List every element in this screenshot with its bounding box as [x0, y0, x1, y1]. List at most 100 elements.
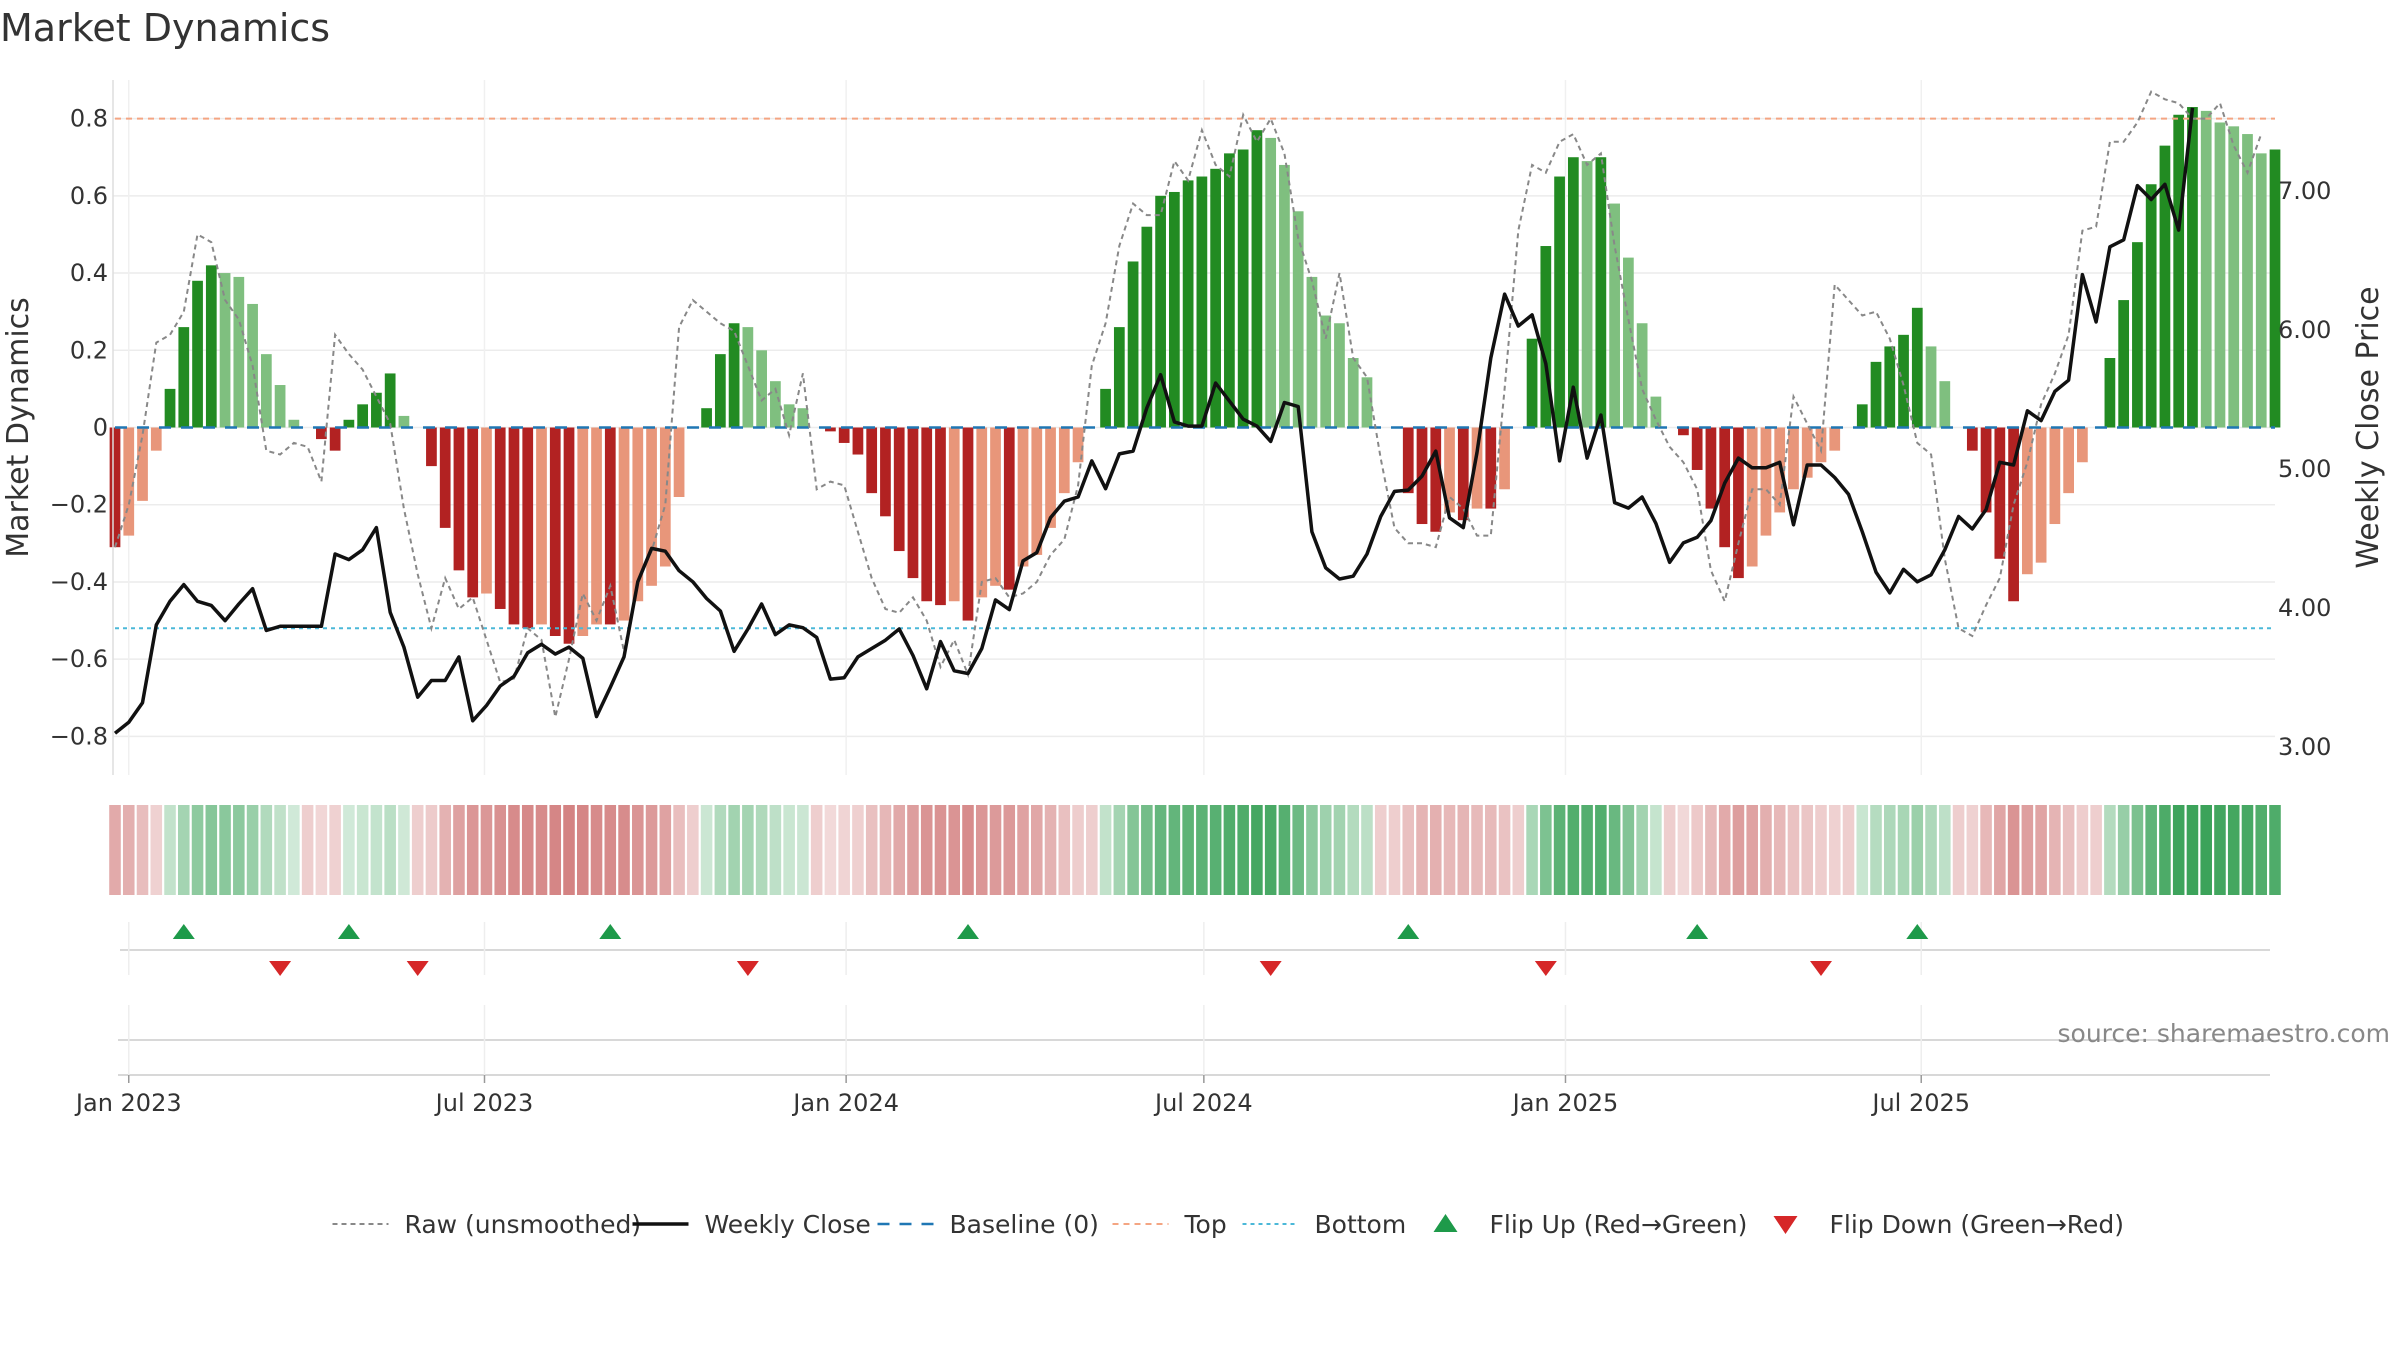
dynamics-bar	[2173, 114, 2185, 428]
regime-cell	[2090, 805, 2102, 895]
flip-up-marker	[172, 924, 195, 939]
regime-cell	[1650, 805, 1662, 895]
dynamics-bar	[371, 392, 382, 428]
flip-up-marker	[337, 924, 360, 939]
regime-cell	[2241, 805, 2254, 895]
regime-cell	[219, 805, 231, 895]
dynamics-bar	[288, 419, 300, 428]
regime-cell	[1773, 805, 1786, 895]
regime-cell	[934, 805, 947, 895]
regime-cell	[563, 805, 575, 895]
regime-cell	[1691, 805, 1703, 895]
dynamics-bar	[825, 427, 836, 432]
regime-cell	[1856, 805, 1869, 895]
regime-cell	[948, 805, 961, 895]
regime-cell	[1485, 805, 1497, 895]
regime-cell	[632, 805, 644, 895]
dynamics-bar	[1457, 427, 1469, 521]
dynamics-bar	[2104, 358, 2116, 428]
dynamics-bar	[1251, 130, 1263, 428]
regime-cell	[2021, 805, 2034, 895]
regime-cell	[838, 805, 850, 895]
regime-cell	[2104, 805, 2116, 895]
dynamics-bar	[1567, 157, 1579, 428]
dynamics-bar	[1444, 427, 1455, 513]
dynamics-bar	[1347, 358, 1359, 428]
regime-cell	[1099, 805, 1112, 895]
legend-label: Top	[1184, 1210, 1227, 1239]
regime-cell	[384, 805, 396, 895]
flip-down-marker	[1534, 961, 1557, 976]
chart-title: Market Dynamics	[0, 6, 331, 50]
regime-cell	[1017, 805, 1029, 895]
dynamics-bar	[398, 415, 410, 428]
regime-cell	[1828, 805, 1841, 895]
regime-cell	[1966, 805, 1979, 895]
regime-cell	[755, 805, 768, 895]
dynamics-bar	[2035, 427, 2047, 563]
y-tick-label-right: 6.00	[2278, 316, 2331, 344]
legend-item-flip-down: Flip Down (Green→Red)	[1773, 1210, 2125, 1239]
regime-strip	[109, 805, 2281, 895]
y-axis-title-right: Weekly Close Price	[2351, 286, 2386, 568]
dynamics-bar	[976, 427, 988, 598]
legend-label: Bottom	[1315, 1210, 1407, 1239]
dynamics-bar	[797, 408, 809, 428]
dynamics-bar	[549, 427, 561, 636]
y-tick-label-right: 4.00	[2278, 594, 2331, 622]
regime-cell	[1815, 805, 1827, 895]
dynamics-bar	[1485, 427, 1497, 509]
dynamics-bar	[508, 427, 520, 625]
dynamics-bar	[852, 427, 864, 455]
dynamics-bar	[1980, 427, 1992, 513]
regime-cell	[521, 805, 534, 895]
dynamics-bar	[604, 427, 616, 625]
regime-cell	[1883, 805, 1896, 895]
dynamics-bar	[522, 427, 534, 629]
regime-cell	[1278, 805, 1291, 895]
dynamics-bar	[1595, 157, 1607, 428]
regime-cell	[1787, 805, 1800, 895]
dynamics-bar	[1196, 176, 1208, 428]
dynamics-bar	[1815, 427, 1827, 463]
y-tick-label-right: 5.00	[2278, 455, 2331, 483]
dynamics-bar	[742, 327, 754, 428]
y-tick-label-left: −0.6	[50, 645, 108, 673]
dynamics-bar	[439, 427, 451, 528]
dynamics-bar	[1760, 427, 1772, 536]
legend-item-flip-up: Flip Up (Red→Green)	[1433, 1210, 1747, 1239]
regime-cell	[411, 805, 424, 895]
regime-cell	[673, 805, 685, 895]
dynamics-bar	[274, 385, 286, 428]
dynamics-bar	[1636, 323, 1648, 428]
regime-cell	[508, 805, 520, 895]
dynamics-bar	[467, 427, 479, 598]
legend-label: Flip Down (Green→Red)	[1830, 1210, 2125, 1239]
regime-cell	[1072, 805, 1084, 895]
regime-cell	[191, 805, 204, 895]
dynamics-bar	[2255, 153, 2267, 428]
dynamics-bar	[453, 427, 465, 571]
dynamics-bar	[1210, 168, 1222, 428]
date-tick-label: Jan 2025	[1511, 1089, 1619, 1117]
dynamics-bar	[783, 404, 795, 428]
dynamics-bar	[1237, 149, 1249, 428]
regime-cell	[687, 805, 699, 895]
regime-cell	[2117, 805, 2130, 895]
regime-cell	[246, 805, 259, 895]
regime-cell	[1361, 805, 1373, 895]
dynamics-bar	[1911, 307, 1923, 428]
dynamics-bar	[577, 427, 589, 636]
date-tick-label: Jan 2024	[791, 1089, 899, 1117]
regime-cell	[1581, 805, 1593, 895]
dynamics-bar	[481, 427, 492, 594]
regime-cell	[1306, 805, 1318, 895]
regime-cell	[1622, 805, 1635, 895]
dynamics-bar	[494, 427, 506, 609]
regime-cell	[329, 805, 341, 895]
regime-cell	[989, 805, 1002, 895]
dynamics-bar	[1430, 427, 1442, 532]
regime-cell	[1939, 805, 1951, 895]
legend-item-baseline: Baseline (0)	[877, 1210, 1099, 1239]
regime-cell	[1168, 805, 1181, 895]
